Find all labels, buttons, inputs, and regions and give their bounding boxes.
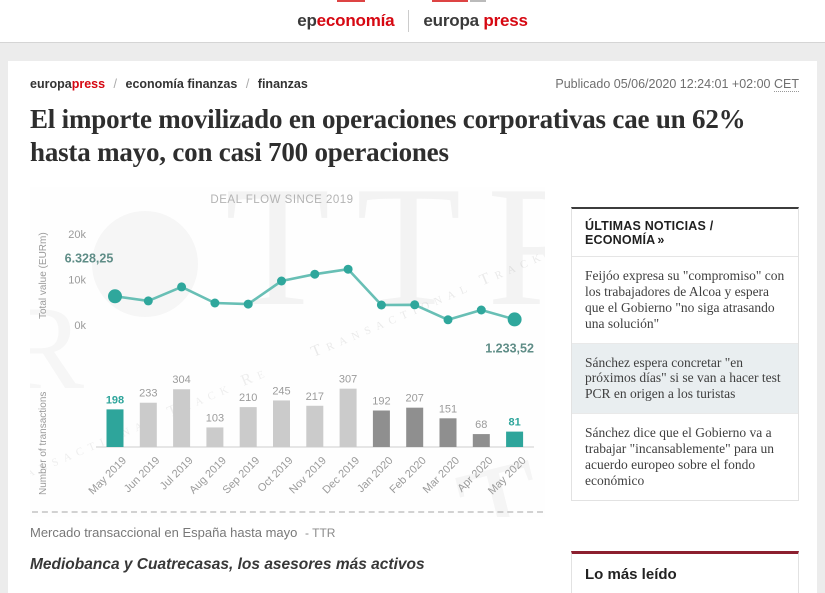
svg-text:210: 210 xyxy=(239,392,257,404)
svg-text:Total value (EURm): Total value (EURm) xyxy=(38,232,49,319)
headline: El importe movilizado en operaciones cor… xyxy=(30,104,746,167)
breadcrumb: europapress / economía finanzas / finanz… xyxy=(30,77,308,91)
chart-bottom-edge xyxy=(32,510,543,513)
breadcrumb-separator: / xyxy=(245,77,250,91)
news-item[interactable]: Feijóo expresa su "compromiso" con los t… xyxy=(572,257,798,344)
epeconomia-logo-suffix: economía xyxy=(316,11,395,30)
breadcrumb-site-link[interactable]: europapress xyxy=(30,77,105,91)
breadcrumb-separator: / xyxy=(113,77,118,91)
breadcrumb-item-finanzas[interactable]: finanzas xyxy=(257,77,308,91)
deal-flow-chart-svg: DEAL FLOW SINCE 2019 20k 10k 0k Total value … xyxy=(38,194,534,498)
svg-text:Jun 2019: Jun 2019 xyxy=(122,455,162,495)
europapress-logo-prefix: europa xyxy=(423,11,479,30)
chevron-double-right-icon: » xyxy=(657,232,665,247)
svg-text:151: 151 xyxy=(439,403,457,415)
news-item[interactable]: Sánchez espera concretar "en próximos dí… xyxy=(572,343,798,415)
svg-text:68: 68 xyxy=(475,419,487,431)
brand-divider xyxy=(408,10,410,32)
svg-text:207: 207 xyxy=(406,393,424,405)
latest-news-box: ÚLTIMAS NOTICIAS / ECONOMÍA» Feijóo expr… xyxy=(571,206,799,502)
svg-text:217: 217 xyxy=(306,391,324,403)
publish-date-text: Publicado 05/06/2020 12:24:01 +02:00 xyxy=(555,77,771,91)
top-edge-fragment xyxy=(432,0,468,2)
most-read-title: Lo más leído xyxy=(585,566,677,584)
svg-text:304: 304 xyxy=(172,374,190,386)
svg-text:DEAL FLOW SINCE 2019: DEAL FLOW SINCE 2019 xyxy=(210,194,353,206)
article-body: TTR R Transactional Track Transactional … xyxy=(30,186,545,593)
page-background: europapress / economía finanzas / finanz… xyxy=(0,42,825,593)
content-row: TTR R Transactional Track Transactional … xyxy=(30,186,799,593)
deal-flow-chart: TTR R Transactional Track Transactional … xyxy=(30,186,545,517)
svg-text:Number of transactions: Number of transactions xyxy=(38,391,49,494)
europapress-logo[interactable]: europa press xyxy=(423,11,528,31)
article-subheading: Mediobanca y Cuatrecasas, los asesores m… xyxy=(30,555,425,573)
latest-news-header-link[interactable]: ÚLTIMAS NOTICIAS / ECONOMÍA» xyxy=(572,209,798,257)
brand-bar: epeconomía europa press xyxy=(297,10,528,32)
svg-text:20k: 20k xyxy=(68,229,86,241)
svg-text:233: 233 xyxy=(139,388,157,400)
svg-text:6.328,25: 6.328,25 xyxy=(65,251,114,265)
europapress-logo-suffix: press xyxy=(483,11,528,30)
site-header: epeconomía europa press xyxy=(0,0,825,42)
most-read-box: Lo más leído 1 Así luciría Daenerys Targ… xyxy=(571,551,799,593)
svg-text:Mar 2020: Mar 2020 xyxy=(421,455,462,496)
timezone-label: CET xyxy=(774,77,799,92)
sidebar: ÚLTIMAS NOTICIAS / ECONOMÍA» Feijóo expr… xyxy=(571,206,799,593)
epeconomia-logo[interactable]: epeconomía xyxy=(297,11,394,31)
top-edge-fragment xyxy=(337,0,365,2)
svg-text:245: 245 xyxy=(272,385,290,397)
svg-text:307: 307 xyxy=(339,374,357,386)
svg-text:0k: 0k xyxy=(74,320,86,332)
breadcrumb-item-economia-finanzas[interactable]: economía finanzas xyxy=(125,77,238,91)
breadcrumb-site-suffix: press xyxy=(71,77,106,91)
article-card: europapress / economía finanzas / finanz… xyxy=(8,61,817,593)
svg-text:198: 198 xyxy=(106,394,124,406)
svg-text:10k: 10k xyxy=(68,274,86,286)
figure-caption-text: Mercado transaccional en España hasta ma… xyxy=(30,524,298,540)
svg-text:103: 103 xyxy=(206,412,224,424)
news-item[interactable]: Sánchez dice que el Gobierno va a trabaj… xyxy=(585,425,775,489)
meta-row: europapress / economía finanzas / finanz… xyxy=(30,77,799,92)
latest-news-title: ÚLTIMAS NOTICIAS / ECONOMÍA xyxy=(585,218,714,247)
svg-text:192: 192 xyxy=(372,395,390,407)
figure-caption: Mercado transaccional en España hasta ma… xyxy=(30,525,545,540)
publish-date: Publicado 05/06/2020 12:24:01 +02:00 CET xyxy=(555,77,799,92)
breadcrumb-site-prefix: europa xyxy=(30,77,72,91)
top-edge-fragment xyxy=(470,0,486,2)
epeconomia-logo-prefix: ep xyxy=(297,11,317,30)
figure-credit: - TTR xyxy=(305,525,336,540)
svg-text:81: 81 xyxy=(508,416,520,428)
svg-text:May 2019: May 2019 xyxy=(86,455,129,498)
svg-text:1.233,52: 1.233,52 xyxy=(485,341,534,355)
